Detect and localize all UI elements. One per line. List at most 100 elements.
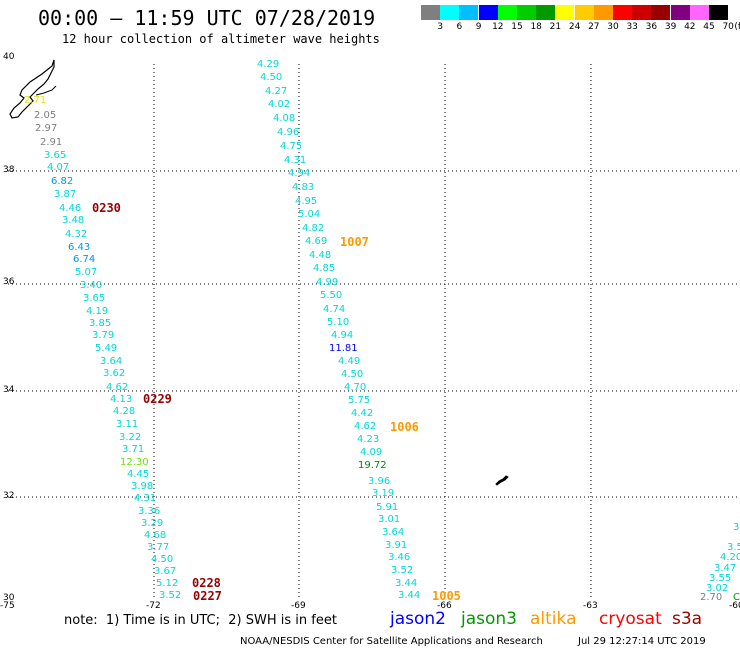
swh-value: 5.10 xyxy=(327,317,350,328)
swh-value: 4.48 xyxy=(309,250,332,261)
swh-value: 4.49 xyxy=(338,356,361,367)
map-title: 00:00 – 11:59 UTC 07/28/2019 xyxy=(38,6,376,30)
swh-value: 4.31 xyxy=(134,493,157,504)
swh-value: 6.74 xyxy=(73,254,96,265)
swh-value: 4.20 xyxy=(720,552,740,563)
swh-value: 3.91 xyxy=(385,540,408,551)
color-swatch xyxy=(709,5,728,20)
swh-value: 2.70 xyxy=(700,592,723,603)
color-scale-tick: 36 xyxy=(645,22,658,32)
pass-time-label: 1005 xyxy=(432,589,461,603)
coast-detail-line xyxy=(35,85,57,96)
latitude-label: 34 xyxy=(3,385,15,395)
swh-value: 12.30 xyxy=(120,457,149,468)
swh-value: 6.43 xyxy=(68,242,91,253)
latitude-label: 36 xyxy=(3,277,15,287)
color-swatch xyxy=(459,5,479,20)
swh-value: 4.29 xyxy=(257,59,280,70)
swh-value: 3.65 xyxy=(44,150,67,161)
swh-value: 3.65 xyxy=(83,293,106,304)
swh-value: 4.74 xyxy=(323,304,346,315)
swh-value: 4.02 xyxy=(268,99,291,110)
swh-value: 2.97 xyxy=(35,123,58,134)
color-scale-tick: 24 xyxy=(568,22,581,32)
swh-value: 4.50 xyxy=(260,72,283,83)
swh-value: 3.52 xyxy=(159,590,182,601)
legend-jason3: jason3 xyxy=(461,609,517,629)
swh-value: 3.29 xyxy=(141,518,164,529)
swh-value: 5.12 xyxy=(156,578,179,589)
swh-value: 3.48 xyxy=(62,215,85,226)
swh-value: 4.13 xyxy=(110,394,133,405)
color-swatch xyxy=(593,5,613,20)
color-scale-unit: (ft) xyxy=(734,22,740,32)
swh-value: 3.64 xyxy=(100,356,123,367)
color-swatch xyxy=(651,5,671,20)
color-scale-tick: 9 xyxy=(475,22,482,32)
swh-value: 4.85 xyxy=(313,263,336,274)
swh-value: 3.11 xyxy=(116,419,139,430)
longitude-label: -72 xyxy=(146,601,161,611)
swh-value: 4.94 xyxy=(288,168,311,179)
color-swatch xyxy=(536,5,556,20)
color-scale-tick: 30 xyxy=(607,22,619,32)
swh-value: 3.46 xyxy=(388,552,411,563)
swh-value: 4.70 xyxy=(344,382,367,393)
longitude-label: -60 xyxy=(729,601,740,611)
pass-time-label: 0227 xyxy=(193,589,222,603)
swh-value: 4.28 xyxy=(113,406,136,417)
pass-time-label: 1006 xyxy=(390,420,419,434)
swh-value: 4.50 xyxy=(151,554,174,565)
color-scale-tick: 12 xyxy=(492,22,504,32)
swh-value: 4.68 xyxy=(144,530,167,541)
swh-value: 19.72 xyxy=(358,460,387,471)
swh-value: 3.98 xyxy=(131,481,154,492)
latitude-label: 40 xyxy=(3,52,15,62)
swh-value: 4.99 xyxy=(316,277,339,288)
footer-note: note: 1) Time is in UTC; 2) SWH is in fe… xyxy=(64,613,337,628)
swh-value: 4.27 xyxy=(265,86,288,97)
swh-value: 3.44 xyxy=(395,578,418,589)
swh-value: 3.79 xyxy=(92,330,115,341)
swh-value: 4.83 xyxy=(292,182,315,193)
map-subtitle: 12 hour collection of altimeter wave hei… xyxy=(62,32,380,46)
color-swatch xyxy=(613,5,632,20)
latitude-label: 30 xyxy=(3,593,15,603)
longitude-label: -63 xyxy=(583,601,598,611)
color-scale-tick: 18 xyxy=(530,22,542,32)
swh-value: 5.50 xyxy=(320,290,343,301)
swh-value: 3.62 xyxy=(103,368,126,379)
coastline xyxy=(9,59,57,119)
swh-value: 3.55 xyxy=(709,573,732,584)
color-swatch xyxy=(574,5,594,20)
swh-value: 5.07 xyxy=(75,267,98,278)
swh-value: 3.85 xyxy=(89,318,112,329)
swh-value: 2.05 xyxy=(34,110,57,121)
swh-value: 2.71 xyxy=(24,95,47,106)
swh-value: 3.44 xyxy=(398,590,421,601)
color-scale-tick: 33 xyxy=(626,22,638,32)
color-swatch xyxy=(478,5,498,20)
swh-value: 3 xyxy=(733,522,740,533)
swh-value: 4.09 xyxy=(360,447,383,458)
swh-value: 3.40 xyxy=(80,280,103,291)
swh-value: 3.71 xyxy=(122,444,145,455)
color-swatch xyxy=(440,5,460,20)
swh-value: 3.01 xyxy=(378,514,401,525)
swh-value: 4.62 xyxy=(106,382,129,393)
swh-value: 3.02 xyxy=(706,583,729,594)
pass-time-label: 0229 xyxy=(143,392,172,406)
bermuda-shape xyxy=(495,475,509,486)
swh-value: 4.23 xyxy=(357,434,380,445)
swh-value: 11.81 xyxy=(329,343,358,354)
swh-value: 4.46 xyxy=(59,203,82,214)
swh-value: 4.75 xyxy=(280,141,303,152)
color-scale-tick: 27 xyxy=(588,22,600,32)
color-swatch xyxy=(421,5,440,20)
color-scale-tick: 15 xyxy=(511,22,523,32)
swh-value: C xyxy=(733,592,740,603)
swh-value: 3.64 xyxy=(382,527,405,538)
swh-value: 3.5 xyxy=(727,542,740,553)
swh-value: 4.08 xyxy=(273,113,296,124)
